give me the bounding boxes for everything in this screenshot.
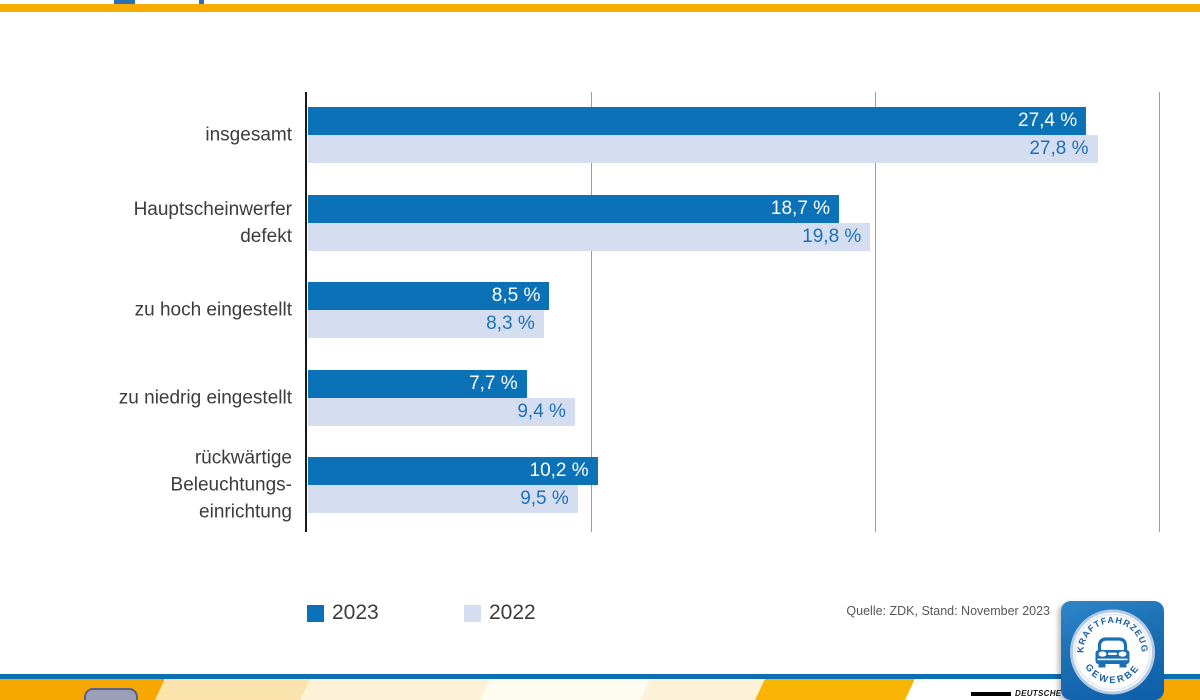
clipped-title-fragment — [114, 0, 135, 4]
footer-stripe — [752, 679, 918, 700]
bar-value-label: 8,5 % — [491, 285, 541, 306]
bar-value-label: 8,3 % — [486, 313, 535, 334]
bar-2022: 9,4 % — [308, 398, 575, 426]
category-label: insgesamt — [205, 124, 292, 146]
legend-label-2023: 2023 — [332, 601, 379, 624]
footer-stripe — [477, 679, 653, 700]
bar-value-label: 7,7 % — [469, 373, 518, 394]
bar-2022: 8,3 % — [308, 310, 544, 338]
legend-swatch-2023 — [307, 604, 324, 622]
footer-blue-rule — [0, 674, 1200, 679]
bar-2023: 18,7 % — [308, 195, 840, 223]
clipped-footer-graphic — [84, 688, 138, 700]
y-axis-line — [305, 92, 307, 532]
footer-stripe — [297, 679, 493, 700]
footer-ray-band — [0, 679, 1200, 700]
bar-value-label: 9,4 % — [517, 401, 566, 422]
bar-value-label: 27,4 % — [1018, 110, 1078, 131]
category-label: Hauptscheinwerfer defekt — [133, 199, 292, 247]
legend-swatch-2022 — [464, 604, 481, 622]
bar-value-label: 9,5 % — [520, 488, 569, 509]
clipped-title-fragment — [199, 0, 204, 4]
bar-2023: 7,7 % — [308, 370, 527, 398]
legend-label-2022: 2022 — [489, 601, 536, 624]
gridline-10 — [591, 92, 592, 532]
top-yellow-rule — [0, 4, 1200, 12]
bar-2023: 27,4 % — [308, 107, 1087, 135]
kfz-gewerbe-badge-icon: KRAFTFAHRZEUG GEWERBE — [1070, 609, 1155, 695]
bar-value-label: 19,8 % — [802, 226, 862, 247]
bar-value-label: 27,8 % — [1029, 138, 1089, 159]
category-label: zu hoch eingestellt — [134, 299, 292, 321]
bar-2022: 27,8 % — [308, 135, 1098, 163]
partner-logo-text: DEUTSCHE — [1015, 689, 1062, 698]
footer-stripe — [152, 679, 313, 700]
gridline-20 — [875, 92, 876, 532]
car-front-icon — [1095, 637, 1130, 668]
bar-2022: 19,8 % — [308, 223, 871, 251]
kfz-gewerbe-logo: KRAFTFAHRZEUG GEWERBE — [1061, 601, 1164, 700]
category-label: rückwärtige Beleuchtungs-einrichtung — [170, 447, 292, 523]
category-label: zu niedrig eingestellt — [118, 387, 292, 409]
bar-2023: 10,2 % — [308, 457, 598, 485]
source-note: Quelle: ZDK, Stand: November 2023 — [846, 604, 1050, 618]
bar-value-label: 18,7 % — [770, 198, 831, 219]
bar-2022: 9,5 % — [308, 485, 578, 513]
footer-stripe — [637, 679, 768, 700]
partner-logo-bar — [971, 691, 1011, 696]
gridline-30 — [1159, 92, 1160, 532]
bar-2023: 8,5 % — [308, 282, 550, 310]
bar-value-label: 10,2 % — [529, 460, 589, 481]
legend-item-2022: 2022 — [464, 601, 536, 625]
legend-item-2023: 2023 — [307, 601, 379, 625]
